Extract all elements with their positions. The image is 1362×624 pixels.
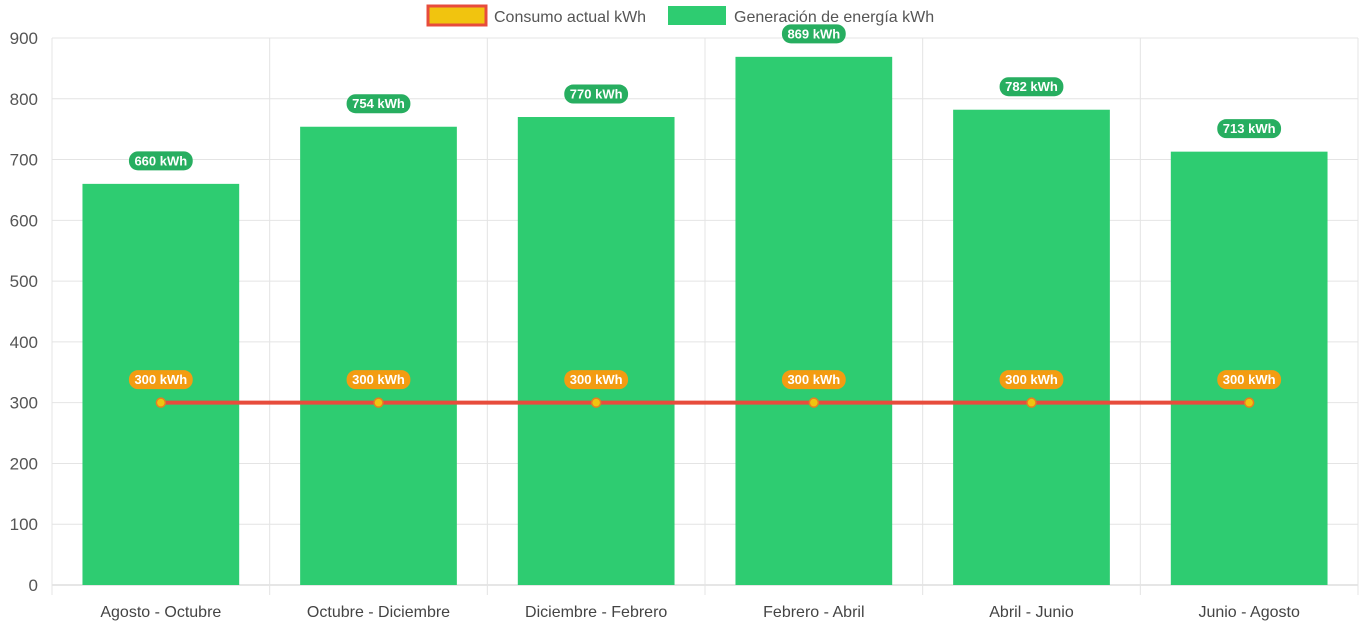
bar-data-label-text: 770 kWh	[570, 87, 623, 102]
bar-data-label-bg	[564, 84, 629, 104]
line-data-label-bg	[1217, 370, 1282, 390]
legend-swatch-generation	[668, 6, 726, 25]
bar[interactable]	[735, 56, 893, 585]
line-point[interactable]	[1026, 397, 1037, 408]
line-data-label: 300 kWh	[1217, 370, 1282, 390]
bar-data-label-text: 660 kWh	[134, 153, 187, 168]
line-data-label-text: 300 kWh	[570, 372, 623, 387]
bar-data-label: 869 kWh	[781, 24, 846, 44]
line-data-label-text: 300 kWh	[1223, 372, 1276, 387]
line-data-label-text: 300 kWh	[134, 372, 187, 387]
y-tick-label: 0	[29, 576, 38, 595]
bar[interactable]	[300, 126, 457, 585]
bar[interactable]	[1170, 151, 1328, 585]
y-tick-label: 100	[10, 515, 38, 534]
bar-data-label-text: 782 kWh	[1005, 79, 1058, 94]
line-data-label-bg	[781, 370, 846, 390]
bar-data-label: 754 kWh	[346, 94, 411, 114]
axes: 0 100 200 300 400 500 600 700 800 900 Agosto - Oct…	[10, 29, 1300, 621]
bar-data-label-text: 754 kWh	[352, 96, 405, 111]
line-data-label: 300 kWh	[128, 370, 193, 390]
bar-data-label-bg	[999, 77, 1064, 97]
line-data-label-text: 300 kWh	[352, 372, 405, 387]
data-labels: 660 kWh 754 kWh 770 kWh 869 kWh 782 kWh 713 k…	[128, 24, 1282, 390]
line-point[interactable]	[1243, 397, 1255, 408]
bar-series	[82, 56, 1328, 586]
y-tick-label: 200	[10, 454, 38, 473]
bar[interactable]	[953, 109, 1110, 586]
y-tick-label: 900	[10, 29, 38, 48]
y-tick-label: 700	[10, 151, 38, 170]
bar-data-label-text: 869 kWh	[787, 26, 840, 41]
grid	[51, 37, 1359, 595]
legend-item-generation[interactable]: Generación de energía kWh	[668, 6, 934, 26]
bar-data-label: 713 kWh	[1217, 119, 1282, 139]
line-point[interactable]	[808, 397, 820, 408]
x-tick-label: Diciembre - Febrero	[525, 604, 667, 621]
x-tick-label: Abril - Junio	[989, 604, 1074, 621]
bar-data-label-bg	[346, 94, 411, 114]
x-tick-label: Febrero - Abril	[763, 604, 864, 621]
y-tick-label: 500	[10, 272, 38, 291]
line-data-label-text: 300 kWh	[1005, 372, 1058, 387]
bar-data-label: 782 kWh	[999, 77, 1064, 97]
y-tick-label: 400	[10, 333, 38, 352]
legend-label-generation: Generación de energía kWh	[734, 9, 934, 26]
line-data-label: 300 kWh	[564, 370, 629, 390]
legend[interactable]: Consumo actual kWh Generación de energía …	[426, 4, 934, 27]
line-data-label-text: 300 kWh	[787, 372, 840, 387]
y-tick-label: 300	[10, 394, 38, 413]
bar-data-label-text: 713 kWh	[1223, 121, 1276, 136]
y-tick-label: 800	[10, 90, 38, 109]
line-data-label-bg	[346, 370, 411, 390]
line-data-label: 300 kWh	[999, 370, 1064, 390]
line-point[interactable]	[155, 397, 167, 408]
x-tick-label: Octubre - Diciembre	[307, 604, 450, 621]
x-tick-label: Junio - Agosto	[1198, 604, 1300, 621]
line-point[interactable]	[590, 397, 602, 408]
line-point[interactable]	[373, 397, 384, 408]
legend-item-consumption[interactable]: Consumo actual kWh	[426, 4, 646, 27]
line-data-label: 300 kWh	[781, 370, 846, 390]
bar-data-label-bg	[1217, 119, 1282, 139]
x-tick-label: Agosto - Octubre	[100, 604, 221, 621]
legend-label-consumption: Consumo actual kWh	[494, 9, 646, 26]
bar-data-label: 770 kWh	[564, 84, 629, 104]
line-data-label-bg	[999, 370, 1064, 390]
y-tick-label: 600	[10, 211, 38, 230]
bar-data-label-bg	[781, 24, 846, 44]
legend-swatch-consumption	[426, 4, 488, 27]
bar-data-label: 660 kWh	[128, 151, 193, 171]
line-series	[155, 397, 1255, 408]
line-data-label-bg	[564, 370, 629, 390]
bar-data-label-bg	[128, 151, 193, 171]
bar[interactable]	[517, 117, 675, 585]
line-data-label-bg	[128, 370, 193, 390]
line-data-label: 300 kWh	[346, 370, 411, 390]
